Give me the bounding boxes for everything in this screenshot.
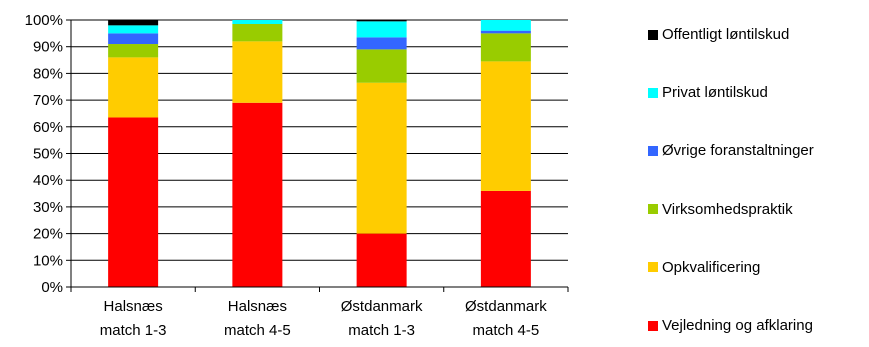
legend-item: Vejledning og afklaring <box>648 317 813 334</box>
y-tick-label: 30% <box>33 199 63 216</box>
y-tick-label: 50% <box>33 146 63 163</box>
legend-item: Virksomhedspraktik <box>648 201 793 218</box>
bar-segment <box>356 20 407 22</box>
bar-segment <box>480 30 531 34</box>
x-category-label: match 4-5 <box>224 322 291 339</box>
bar-segment <box>108 33 159 45</box>
bar-stack <box>232 20 283 288</box>
x-category-label: match 1-3 <box>100 322 167 339</box>
legend-item: Øvrige foranstaltninger <box>648 142 814 159</box>
axes <box>70 20 569 292</box>
bar-segment <box>356 37 407 50</box>
x-category-label: Østdanmark <box>465 298 547 315</box>
y-tick-label: 20% <box>33 226 63 243</box>
bar-stack <box>356 20 407 287</box>
bar-segment <box>480 190 531 287</box>
bar-segment <box>356 82 407 234</box>
x-category-label: Halsnæs <box>228 298 287 315</box>
x-category-label: match 1-3 <box>348 322 415 339</box>
bar-stack <box>108 20 159 287</box>
legend-swatch <box>648 204 658 215</box>
legend-label: Opkvalificering <box>662 258 761 276</box>
bar-segment <box>108 117 159 287</box>
y-tick-label: 70% <box>33 92 63 109</box>
y-tick-label: 100% <box>25 12 63 29</box>
legend-label: Virksomhedspraktik <box>662 200 793 218</box>
legend-item: Privat løntilskud <box>648 84 768 101</box>
bar-segment <box>232 20 283 25</box>
y-tick-label: 40% <box>33 172 63 189</box>
bar-stack <box>480 20 531 287</box>
bar-segment <box>480 20 531 31</box>
bar-segment <box>232 24 283 42</box>
legend-swatch <box>648 87 658 98</box>
legend-swatch <box>648 320 658 331</box>
legend-label: Privat løntilskud <box>662 84 768 102</box>
chart-legend: Offentligt løntilskud Privat løntilskud Øv… <box>648 0 869 347</box>
bar-segment <box>232 41 283 103</box>
bar-segment <box>356 49 407 83</box>
bar-segment <box>356 233 407 287</box>
bar-segment <box>108 57 159 118</box>
legend-label: Offentligt løntilskud <box>662 26 790 43</box>
legend-label: Vejledning og afklaring <box>662 317 813 334</box>
bar-segment <box>232 102 283 288</box>
legend-swatch <box>648 29 658 40</box>
bar-segment <box>108 44 159 58</box>
bar-stacks <box>108 20 531 288</box>
y-tick-label: 60% <box>33 119 63 136</box>
x-category-label: Østdanmark <box>341 298 423 315</box>
y-tick-label: 90% <box>33 39 63 56</box>
y-axis-tick-labels: 0% 10% 20% 30% 40% 50% 60% 70% 80% 90% 100% <box>25 12 71 296</box>
legend-swatch <box>648 145 658 156</box>
bar-segment <box>108 25 159 34</box>
x-axis-category-labels: Halsnæs match 1-3 Halsnæs match 4-5 Østdanma… <box>100 298 547 339</box>
x-category-label: match 4-5 <box>473 322 540 339</box>
legend-item: Offentligt løntilskud <box>648 26 789 43</box>
legend-swatch <box>648 262 658 273</box>
legend-item: Opkvalificering <box>648 259 760 276</box>
legend-label: Øvrige foranstaltninger <box>662 142 814 160</box>
x-category-label: Halsnæs <box>104 298 163 315</box>
bar-segment <box>108 20 159 26</box>
y-tick-label: 0% <box>41 279 63 296</box>
y-tick-label: 80% <box>33 65 63 82</box>
bar-segment <box>480 33 531 62</box>
bar-segment <box>480 61 531 191</box>
bar-segment <box>356 21 407 38</box>
y-tick-label: 10% <box>33 252 63 269</box>
